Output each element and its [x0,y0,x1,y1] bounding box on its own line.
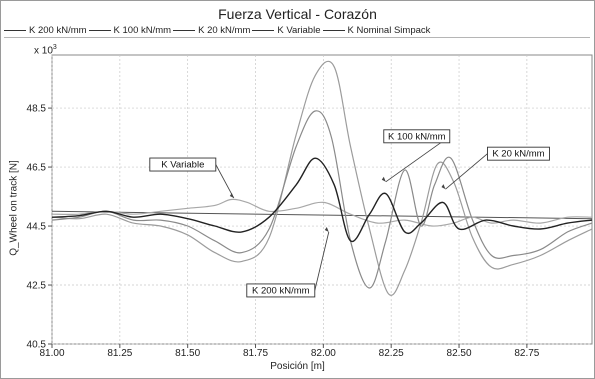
annotation-box [149,157,217,172]
x-tick-label: 81.75 [243,348,268,359]
annotation-arrowhead [381,176,386,182]
y-tick-label: 48.5 [27,104,47,115]
y-scale-exponent: 3 [52,44,57,51]
legend-label: K Variable [277,25,321,36]
x-tick-label: 82.25 [379,348,404,359]
annotation-label: K 20 kN/mm [492,149,544,160]
y-tick-label: 46.5 [27,163,47,174]
legend-line [322,30,345,31]
legend-item: K 100 kN/mm [88,25,172,36]
series-line [51,157,593,243]
legend-label: K 20 kN/mm [198,25,251,36]
annotation-leader [445,153,488,190]
legend-line [252,30,275,31]
series-line [51,198,593,227]
series-line [51,60,593,296]
x-axis-label: Posición [m] [270,361,325,372]
x-tick-label: 81.25 [107,348,132,359]
legend-label: K Nominal Simpack [347,25,431,36]
y-tick-label: 42.5 [27,281,47,292]
legend-line [4,30,26,31]
y-tick-label: 40.5 [27,340,47,351]
x-tick-label: 82.75 [514,348,539,359]
x-tick-label: 82.00 [311,348,336,359]
annotation-box [383,129,451,144]
legend-item: K 200 kN/mm [4,25,87,36]
plot-border [51,54,593,345]
legend-line [88,30,111,31]
annotation-arrowhead [229,193,234,199]
series-line [51,210,593,220]
legend-item: K 20 kN/mm [173,25,250,36]
legend-label: K 200 kN/mm [29,25,87,36]
legend: K 200 kN/mm K 100 kN/mm K 20 kN/mm K Var… [4,24,590,38]
legend-item: K Variable [252,25,321,36]
annotation-box [487,146,550,161]
y-scale-base: x 10 [34,45,53,57]
annotation-leader [215,164,235,199]
chart-title: Fuerza Vertical - Corazón [218,6,377,22]
y-scale-label: x 103 [34,44,57,56]
y-tick-label: 44.5 [27,222,47,233]
annotation-leader [314,231,330,291]
x-tick-label: 81.00 [39,348,64,359]
annotation-label: K 100 kN/mm [388,131,446,142]
x-tick-label: 82.50 [447,348,472,359]
annotation-arrowhead [324,226,329,232]
annotation-label: K Variable [161,160,204,171]
annotation-box [246,283,316,298]
x-tick-label: 81.50 [175,348,200,359]
annotation-label: K 200 kN/mm [252,285,310,296]
legend-line [173,30,196,31]
annotation-arrowhead [441,184,446,190]
legend-item: K Nominal Simpack [322,25,431,36]
annotation-leader [385,135,451,183]
legend-label: K 100 kN/mm [113,25,172,36]
